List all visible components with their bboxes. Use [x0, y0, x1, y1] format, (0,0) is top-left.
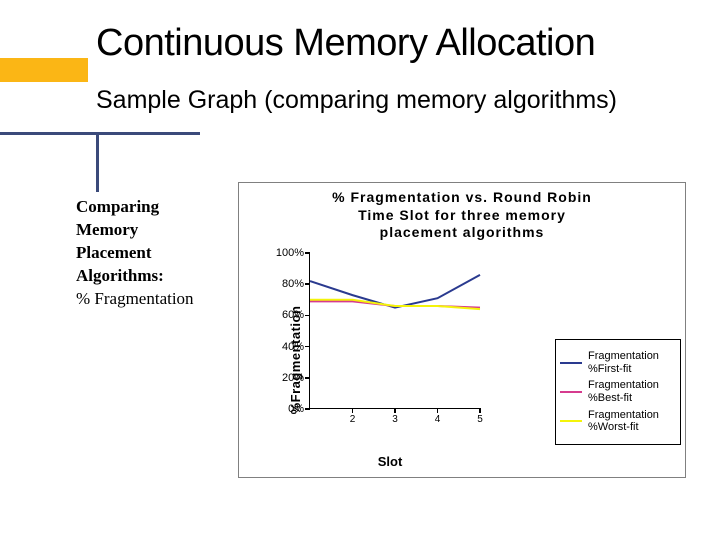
chart-container: % Fragmentation vs. Round Robin Time Slo…: [238, 182, 686, 478]
legend-label: Fragmentation %Best-fit: [588, 379, 676, 404]
y-tick-mark: [305, 408, 310, 410]
chart-title-line: placement algorithms: [380, 224, 545, 240]
series-line: [310, 275, 480, 308]
y-tick-mark: [305, 346, 310, 348]
chart-legend: Fragmentation %First-fit Fragmentation %B…: [555, 339, 681, 445]
slide-subtitle: Sample Graph (comparing memory algorithm…: [96, 86, 617, 115]
y-axis-label: %Fragmentation: [288, 306, 303, 415]
chart-body: %Fragmentation Slot 0%20%40%60%80%100%23…: [239, 247, 685, 473]
chart-title-line: Time Slot for three memory: [358, 207, 566, 223]
sidebar-line: Memory: [76, 219, 194, 242]
legend-swatch: [560, 362, 582, 364]
sidebar-line: Placement: [76, 242, 194, 265]
accent-block: [0, 58, 88, 82]
y-tick-mark: [305, 283, 310, 285]
x-tick-mark: [394, 408, 396, 413]
legend-swatch: [560, 391, 582, 393]
plot-area: 0%20%40%60%80%100%2345: [309, 253, 479, 409]
legend-swatch: [560, 420, 582, 422]
sidebar-caption: Comparing Memory Placement Algorithms: %…: [76, 196, 194, 311]
legend-label: Fragmentation %First-fit: [588, 350, 676, 375]
legend-label: Fragmentation %Worst-fit: [588, 409, 676, 434]
chart-title: % Fragmentation vs. Round Robin Time Slo…: [239, 183, 685, 246]
y-tick-mark: [305, 315, 310, 317]
y-tick-mark: [305, 377, 310, 379]
x-axis-label: Slot: [295, 454, 485, 469]
chart-title-line: % Fragmentation vs. Round Robin: [332, 189, 592, 205]
legend-item: Fragmentation %Worst-fit: [560, 409, 676, 434]
sidebar-line: Comparing: [76, 196, 194, 219]
x-tick-mark: [437, 408, 439, 413]
chart-lines-svg: [310, 253, 479, 408]
x-tick-mark: [479, 408, 481, 413]
x-tick-mark: [352, 408, 354, 413]
sidebar-line: Algorithms:: [76, 265, 194, 288]
slide-title: Continuous Memory Allocation: [96, 22, 595, 65]
sidebar-line: % Fragmentation: [76, 288, 194, 311]
y-tick-mark: [305, 252, 310, 254]
accent-line-horizontal: [0, 132, 200, 135]
legend-item: Fragmentation %Best-fit: [560, 379, 676, 404]
legend-item: Fragmentation %First-fit: [560, 350, 676, 375]
accent-line-vertical: [96, 132, 99, 192]
